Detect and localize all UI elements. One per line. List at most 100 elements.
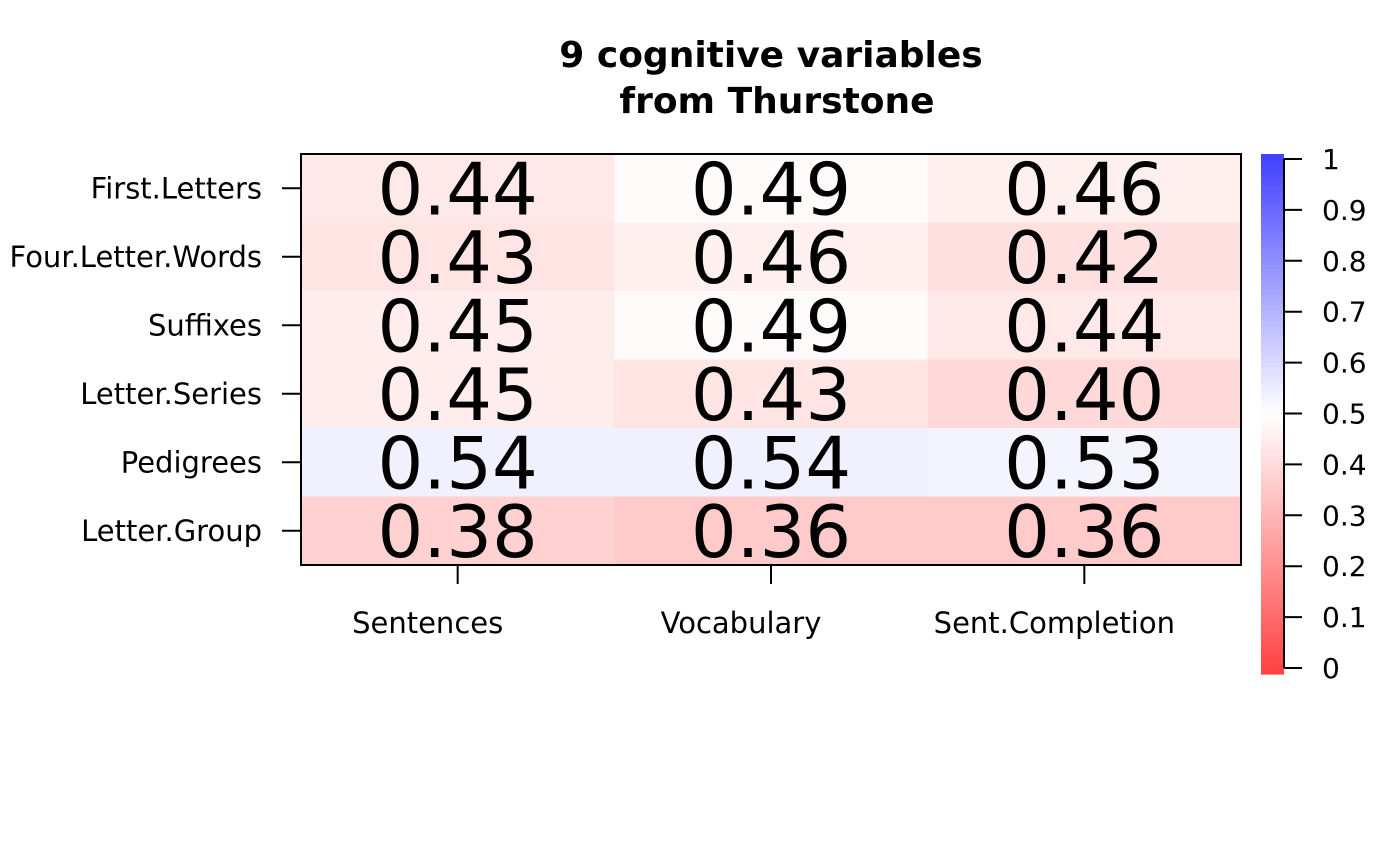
color-scale-band <box>1261 419 1284 425</box>
axes: First.Letters Four.Letter.Words Suffixes Le… <box>10 171 1175 640</box>
color-scale-band <box>1261 388 1284 394</box>
color-scale-band <box>1261 398 1284 405</box>
color-scale-band <box>1261 549 1284 555</box>
heatmap-cell <box>614 154 929 223</box>
color-scale-tick-label: 0.9 <box>1322 194 1367 227</box>
color-scale-band <box>1261 637 1284 644</box>
color-scale-tick-label: 0.8 <box>1322 245 1367 278</box>
color-scale-tick-label: 0 <box>1322 652 1340 685</box>
color-scale-tick-label: 0.4 <box>1322 448 1367 481</box>
color-scale-band <box>1261 585 1284 592</box>
color-scale-band <box>1261 367 1284 373</box>
color-scale-band <box>1261 471 1284 477</box>
color-scale-band <box>1261 528 1284 535</box>
color-scale-band <box>1261 429 1284 436</box>
heatmap-cell <box>927 222 1242 292</box>
cell-value-label: 0.54 <box>691 421 851 505</box>
color-scale-band <box>1261 180 1284 186</box>
color-scale-band <box>1261 284 1284 290</box>
color-scale-band <box>1261 606 1284 613</box>
color-scale-band <box>1261 481 1284 488</box>
heatmap-cell <box>927 291 1242 360</box>
color-scale-band <box>1261 663 1284 670</box>
color-scale-band <box>1261 289 1284 295</box>
color-scale-band <box>1261 242 1284 249</box>
color-scale-band <box>1261 611 1284 618</box>
color-scale-band <box>1261 502 1284 509</box>
color-scale-band <box>1261 627 1284 633</box>
cell-value-labels: 0.44 0.49 0.460.43 0.46 0.420.45 0.49 0.440.45… <box>378 147 1165 574</box>
cell-value-label: 0.43 <box>378 216 538 300</box>
heatmap-cell <box>927 496 1242 566</box>
heatmap-cell <box>614 291 929 360</box>
cell-value-label: 0.40 <box>1004 353 1164 437</box>
heatmap-cell <box>301 496 615 566</box>
color-scale-band <box>1261 346 1284 353</box>
color-scale-band <box>1261 564 1284 571</box>
color-scale-tick-label: 0.7 <box>1322 296 1367 329</box>
cell-value-label: 0.45 <box>378 353 538 437</box>
y-tick-label: Suffixes <box>148 308 262 342</box>
color-scale-band <box>1261 476 1284 483</box>
y-tick-label: Four.Letter.Words <box>10 240 262 274</box>
color-scale-band <box>1261 403 1284 410</box>
color-scale-band <box>1261 533 1284 540</box>
chart-title-line-1: 9 cognitive variables <box>559 35 982 76</box>
color-scale-band <box>1261 455 1284 462</box>
heatmap-cell <box>614 428 929 497</box>
color-scale-band <box>1261 653 1284 659</box>
y-tick-label: Pedigrees <box>121 445 262 479</box>
color-scale-band <box>1261 590 1284 597</box>
color-scale-band <box>1261 294 1284 301</box>
color-scale-band <box>1261 382 1284 389</box>
color-scale-band <box>1261 304 1284 311</box>
color-scale-band <box>1261 492 1284 498</box>
color-scale-band <box>1261 486 1284 493</box>
color-scale-band <box>1261 169 1284 176</box>
color-scale-band <box>1261 596 1284 602</box>
cell-value-label: 0.49 <box>691 284 851 368</box>
color-scale-band <box>1261 154 1284 160</box>
color-scale-band <box>1261 616 1284 623</box>
color-scale-band <box>1261 351 1284 358</box>
color-scale-band <box>1261 237 1284 243</box>
color-scale-band <box>1261 278 1284 285</box>
color-scale-tick-label: 1 <box>1322 143 1340 176</box>
cell-value-label: 0.36 <box>691 490 851 574</box>
color-scale-band <box>1261 211 1284 217</box>
color-scale-band <box>1261 258 1284 264</box>
color-scale-band <box>1261 247 1284 254</box>
color-scale-band <box>1261 393 1284 399</box>
heatmap-cell <box>927 428 1242 497</box>
color-scale-band <box>1261 273 1284 280</box>
color-scale-tick-label: 0.3 <box>1322 499 1367 532</box>
cell-value-label: 0.42 <box>1004 216 1164 300</box>
color-scale-band <box>1261 518 1284 524</box>
color-scale-band <box>1261 440 1284 446</box>
x-tick-label: Sentences <box>352 606 503 640</box>
color-scale-band <box>1261 320 1284 327</box>
cell-value-label: 0.44 <box>1004 284 1164 368</box>
color-scale-band <box>1261 414 1284 420</box>
heatmap-cell <box>614 496 929 566</box>
y-tick-label: Letter.Group <box>81 514 262 548</box>
heatmap-cell <box>614 359 929 429</box>
color-scale-band <box>1261 226 1284 233</box>
color-scale-band <box>1261 356 1284 363</box>
color-scale-tick-label: 0.6 <box>1322 347 1367 380</box>
color-scale-band <box>1261 450 1284 457</box>
x-tick-label: Vocabulary <box>661 606 822 640</box>
color-scale-tick-label: 0.2 <box>1322 550 1367 583</box>
color-scale-band <box>1261 601 1284 607</box>
cell-value-label: 0.43 <box>691 353 851 437</box>
color-scale-band <box>1261 174 1284 181</box>
color-scale-band <box>1261 164 1284 171</box>
heatmap-cell <box>301 359 615 429</box>
chart-title-line-2: from Thurstone <box>619 81 934 122</box>
color-scale-band <box>1261 362 1284 368</box>
cell-value-label: 0.53 <box>1004 421 1164 505</box>
color-scale-band <box>1261 642 1284 649</box>
color-scale-band <box>1261 268 1284 275</box>
color-scale-band <box>1261 299 1284 306</box>
